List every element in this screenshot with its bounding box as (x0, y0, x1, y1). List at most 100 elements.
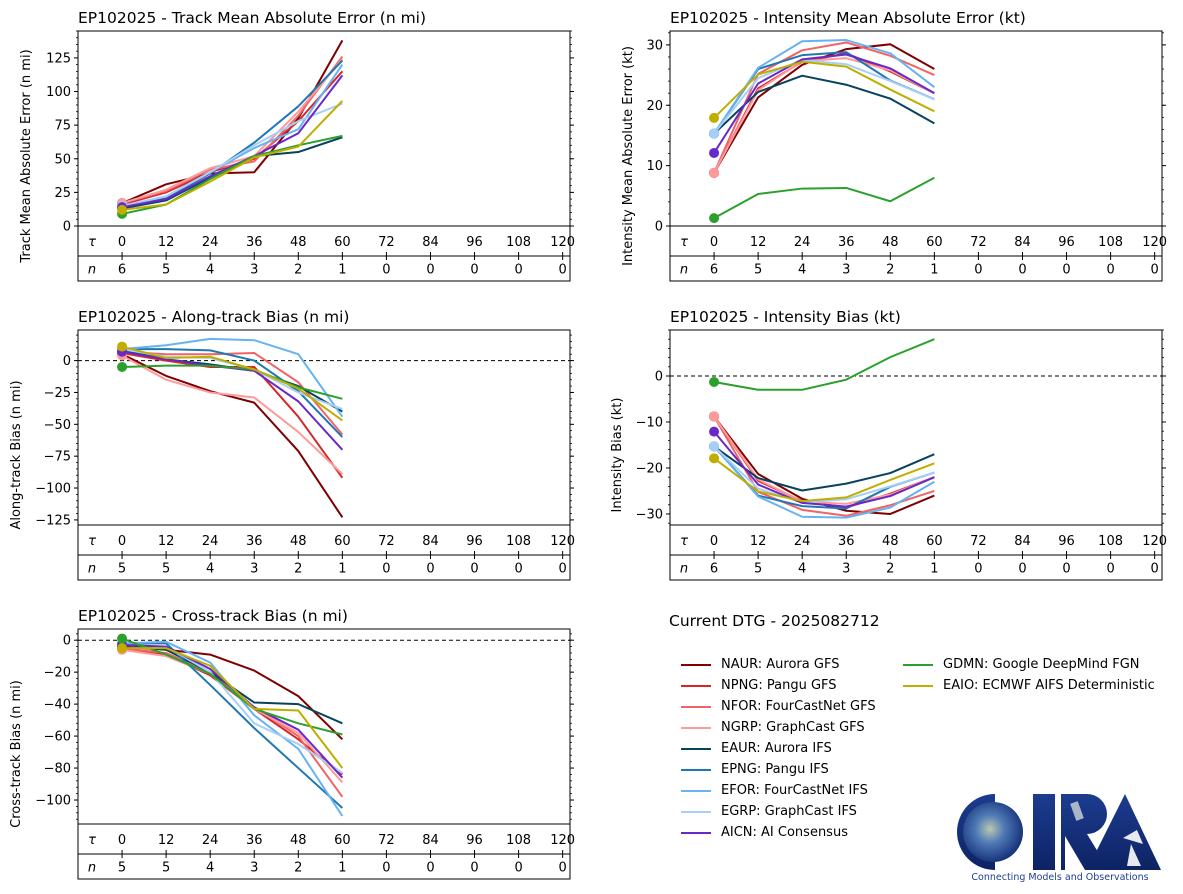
y-tick-label: 25 (54, 186, 71, 201)
legend-label: EAIO: ECMWF AIFS Deterministic (943, 678, 1155, 693)
legend-item-aicn: AICN: AI Consensus (669, 822, 876, 843)
n-value: 1 (338, 562, 346, 577)
series-line-eaur (121, 643, 343, 725)
tau-value: 36 (246, 833, 263, 848)
series-line-aicn (713, 430, 935, 508)
n-value: 1 (930, 263, 938, 278)
tau-value: 120 (550, 235, 575, 250)
legend-swatch (681, 789, 711, 792)
n-value: 6 (710, 263, 718, 278)
legend-column-2: GDMN: Google DeepMind FGN EAIO: ECMWF AIF… (891, 654, 1155, 696)
legend-label: EGRP: GraphCast IFS (721, 804, 857, 819)
earth-icon (963, 802, 1023, 862)
tau-value: 96 (466, 235, 483, 250)
legend-label: EPNG: Pangu IFS (721, 762, 829, 777)
dtg-label: Current DTG - 2025082712 (669, 612, 880, 630)
tau-value: 60 (334, 534, 351, 549)
series-line-ngrp (713, 57, 935, 174)
series-line-aicn (122, 643, 344, 779)
y-tick-label: −75 (44, 450, 71, 465)
series-line-naur (121, 39, 344, 205)
series-start-marker-ngrp (709, 411, 720, 422)
tau-value: 24 (202, 534, 219, 549)
y-tick-label: −100 (35, 482, 71, 497)
n-value: 5 (118, 562, 126, 577)
chart-title: EP102025 - Along-track Bias (n mi) (78, 308, 349, 326)
series-line-egrp (713, 58, 935, 135)
chart-panel-3: EP102025 - Along-track Bias (n mi) Along-… (9, 308, 575, 581)
n-value: 6 (710, 562, 718, 577)
series-start-marker-eaio (709, 453, 720, 464)
tau-value: 72 (378, 833, 395, 848)
legend-label: NAUR: Aurora GFS (721, 657, 840, 672)
n-value: 0 (1151, 263, 1159, 278)
n-value: 3 (842, 263, 850, 278)
series-start-marker-egrp (709, 441, 720, 452)
tau-value: 96 (1058, 235, 1075, 250)
tau-value: 72 (378, 534, 395, 549)
n-value: 0 (1062, 263, 1070, 278)
chart-panel-1: EP102025 - Track Mean Absolute Error (n … (19, 9, 575, 282)
n-value: 0 (426, 263, 434, 278)
logo-letter-c (957, 794, 995, 870)
series-start-marker-gdmn (709, 376, 720, 387)
series-line-eaio (713, 457, 935, 503)
n-value: 1 (930, 562, 938, 577)
legend-item-eaio: EAIO: ECMWF AIFS Deterministic (891, 675, 1155, 696)
legend-swatch (903, 684, 933, 687)
plot-frame (77, 329, 571, 581)
n-value: 0 (1106, 562, 1114, 577)
legend-swatch (681, 810, 711, 813)
n-value: 0 (470, 861, 478, 876)
series-start-marker-eaio (117, 204, 128, 215)
series-line-eaio (713, 60, 935, 119)
legend-item-naur: NAUR: Aurora GFS (669, 654, 876, 675)
series-line-eaur (713, 445, 935, 492)
n-value: 1 (338, 263, 346, 278)
tau-row-label: τ (88, 534, 96, 549)
n-value: 0 (974, 263, 982, 278)
y-tick-label: −125 (35, 513, 71, 528)
satellite-icon (1070, 801, 1084, 821)
tau-value: 120 (550, 534, 575, 549)
series-line-nfor (121, 647, 344, 798)
y-tick-label: 0 (655, 220, 663, 235)
n-value: 4 (798, 263, 806, 278)
tau-value: 120 (550, 833, 575, 848)
n-value: 0 (470, 263, 478, 278)
series-line-gdmn (121, 637, 343, 736)
tau-value: 108 (506, 534, 531, 549)
legend-item-ngrp: NGRP: GraphCast GFS (669, 717, 876, 738)
n-row-label: n (88, 263, 96, 278)
legend-label: GDMN: Google DeepMind FGN (943, 657, 1140, 672)
series-line-ngrp (121, 648, 344, 784)
y-tick-label: −80 (44, 762, 71, 777)
chart-panel-5: EP102025 - Cross-track Bias (n mi) Cross-… (9, 607, 575, 880)
y-axis-label: Along-track Bias (n mi) (9, 380, 24, 529)
tau-value: 84 (1014, 235, 1031, 250)
series-line-eaio (121, 345, 343, 422)
y-axis-label: Cross-track Bias (n mi) (9, 680, 24, 828)
n-value: 0 (426, 562, 434, 577)
n-row-label: n (88, 562, 96, 577)
n-value: 0 (1106, 263, 1114, 278)
legend-item-npng: NPNG: Pangu GFS (669, 675, 876, 696)
chart-title: EP102025 - Track Mean Absolute Error (n … (78, 9, 426, 27)
n-value: 0 (514, 562, 522, 577)
legend-swatch (681, 663, 711, 666)
series-line-gdmn (713, 338, 935, 391)
plot-frame (669, 30, 1163, 282)
legend-swatch (681, 726, 711, 729)
y-tick-label: 30 (646, 38, 663, 53)
n-value: 0 (1151, 562, 1159, 577)
y-tick-label: 50 (54, 152, 71, 167)
series-start-marker-aicn (709, 426, 720, 437)
tau-row-label: τ (88, 833, 96, 848)
y-tick-label: −100 (35, 794, 71, 809)
n-value: 4 (206, 263, 214, 278)
y-tick-label: −40 (44, 698, 71, 713)
chart-panel-4: EP102025 - Intensity Bias (kt) Intensity … (610, 308, 1167, 581)
tau-row-label: τ (680, 534, 688, 549)
n-value: 5 (162, 562, 170, 577)
tau-value: 48 (882, 534, 899, 549)
